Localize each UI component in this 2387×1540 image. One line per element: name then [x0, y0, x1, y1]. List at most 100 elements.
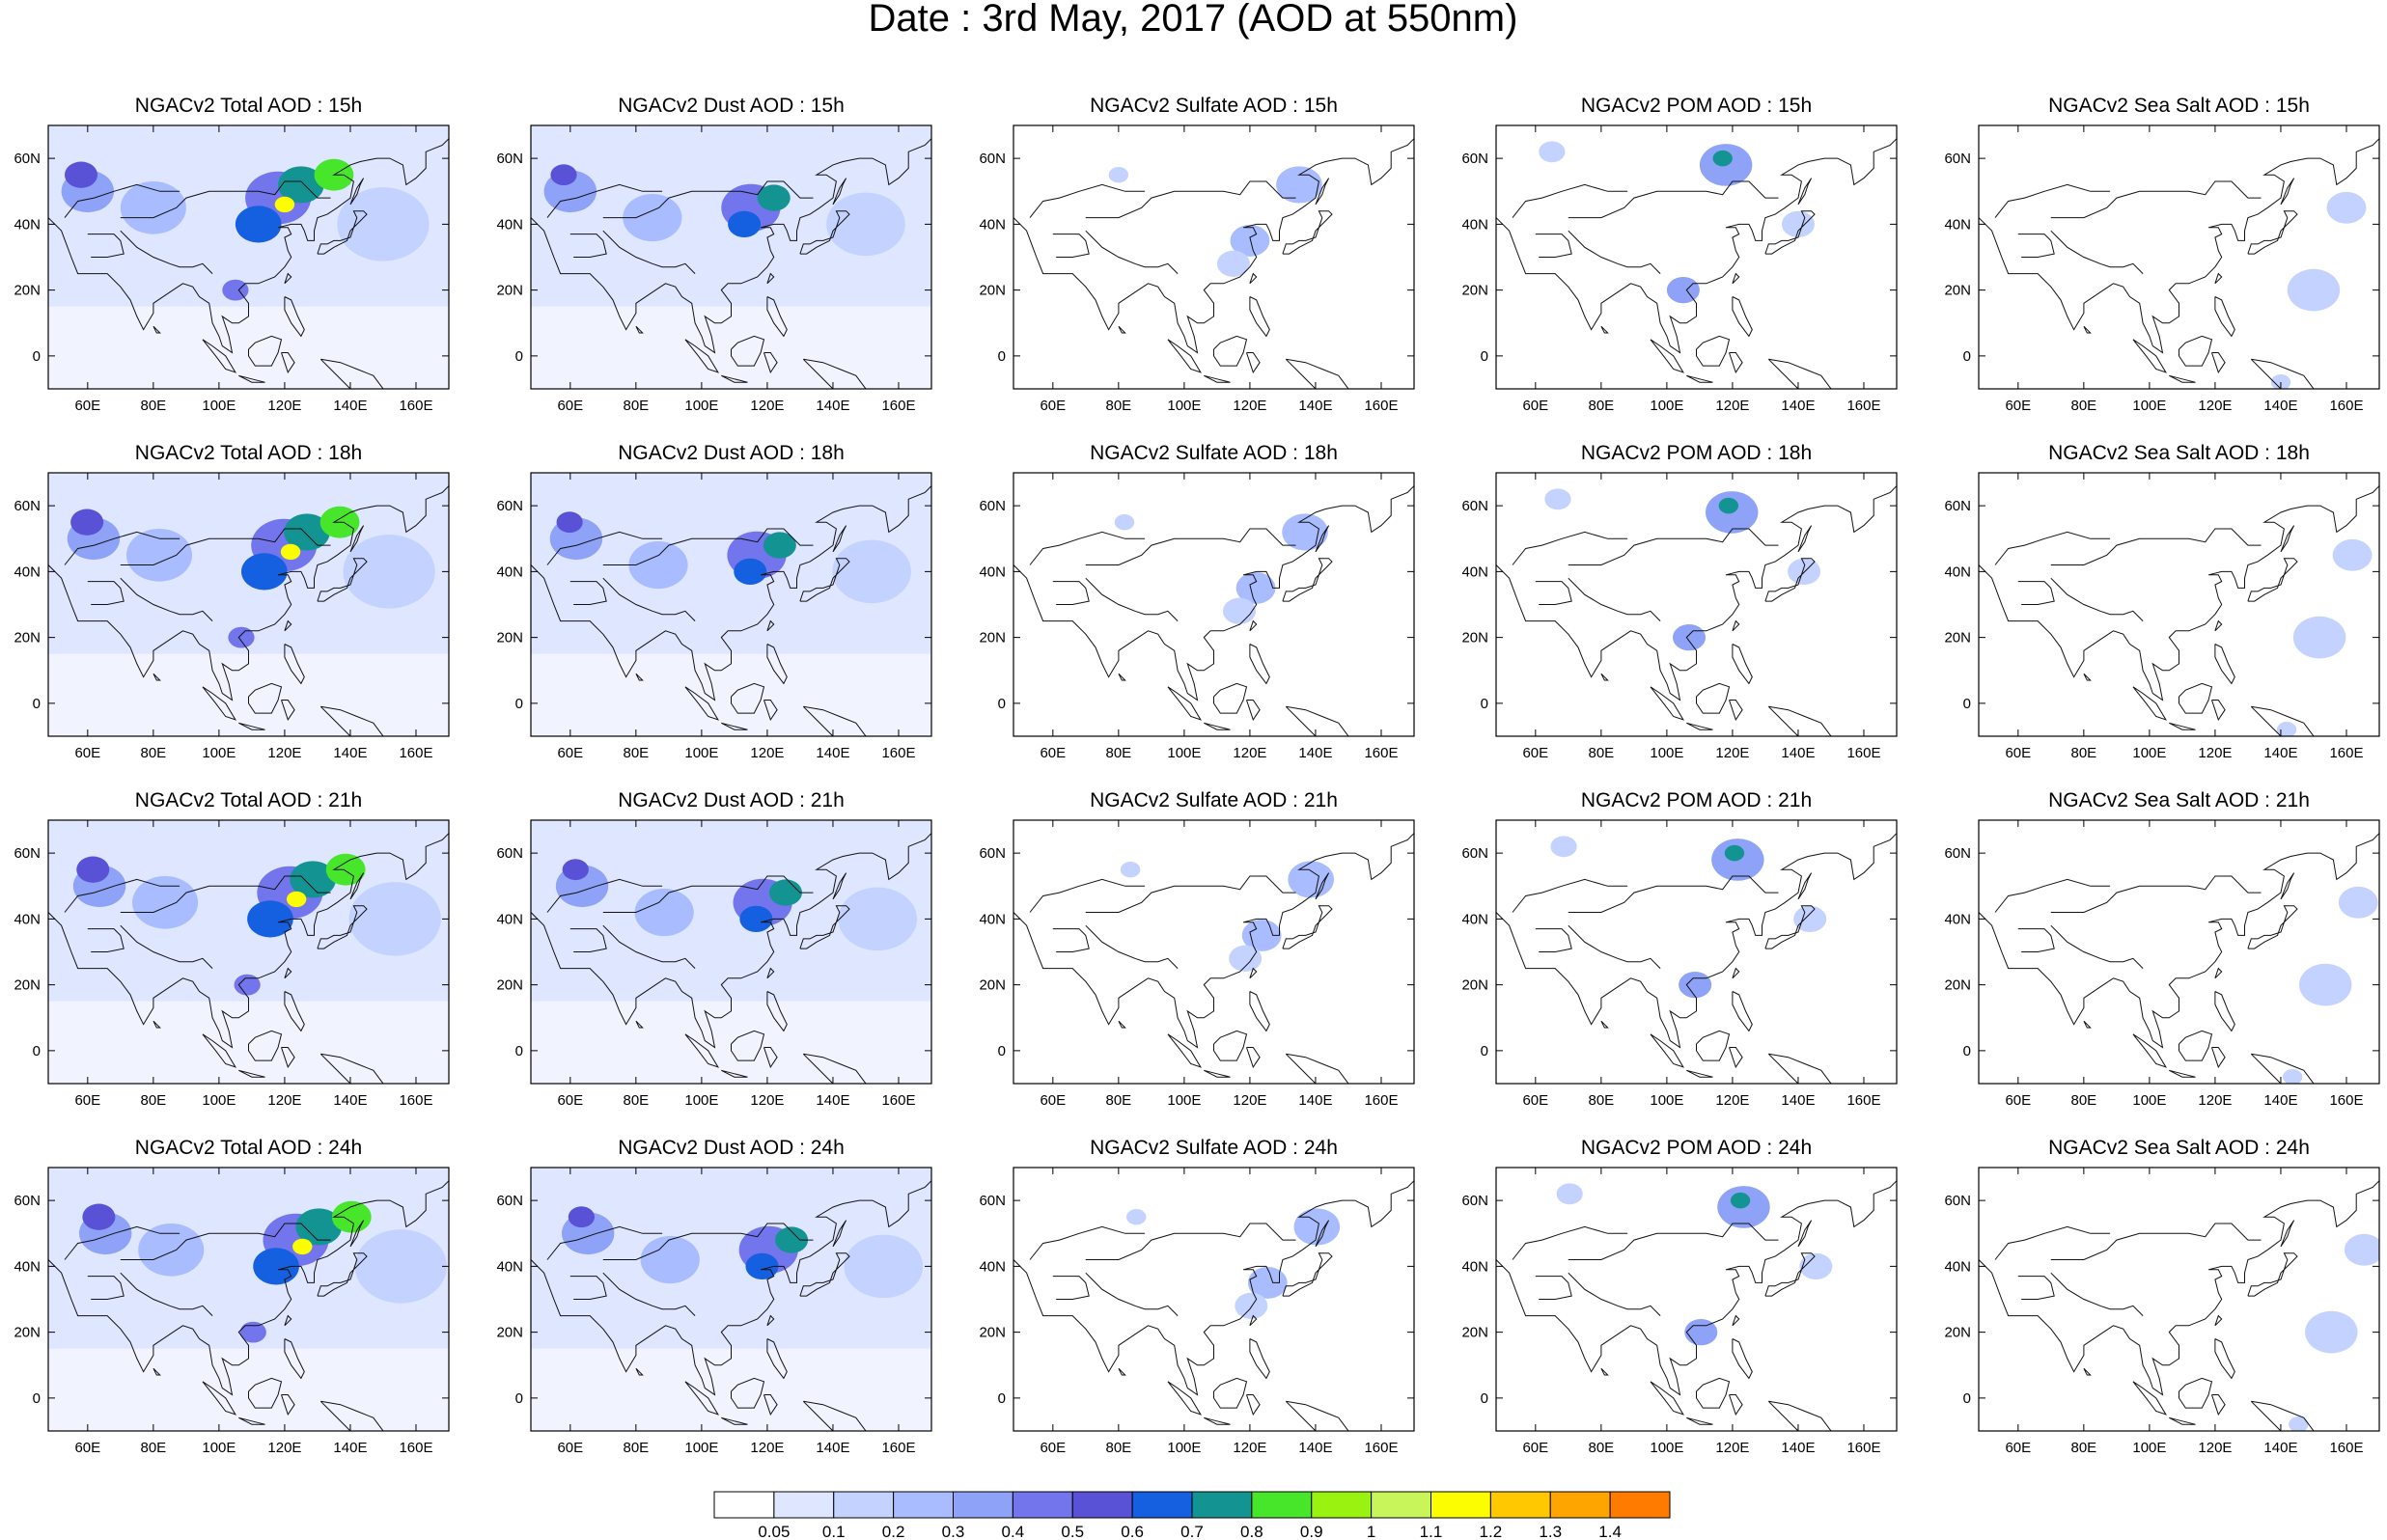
panel-frame: [47, 472, 450, 737]
coastline: [48, 138, 449, 354]
lat-tick-label: 0: [998, 696, 1006, 712]
aod-plume: [728, 210, 762, 238]
lat-tick-label: 60N: [14, 1193, 41, 1209]
coastline: [1085, 924, 1179, 969]
coastline: [1535, 581, 1572, 605]
lon-tick-label: 60E: [2005, 745, 2031, 761]
coastline: [763, 1394, 778, 1416]
lon-tick-label: 140E: [2263, 1092, 2297, 1109]
coastline: [1029, 531, 1146, 565]
lat-tick-label: 0: [1481, 1390, 1488, 1407]
coastline: [349, 178, 365, 206]
lat-tick-label: 40N: [979, 1258, 1006, 1275]
coastline: [1696, 335, 1731, 367]
coastline: [731, 682, 765, 714]
lon-tick-label: 100E: [684, 745, 718, 761]
coastline: [2250, 1053, 2315, 1084]
coastline: [2214, 272, 2223, 285]
coastline: [546, 878, 663, 913]
aod-plume: [1223, 597, 1257, 624]
colorbar-label: 0.3: [942, 1523, 965, 1540]
colorbar-label: 0.8: [1240, 1523, 1263, 1540]
lon-tick-label: 60E: [1522, 1092, 1548, 1109]
aod-plume: [337, 187, 430, 261]
lat-tick-label: 40N: [1944, 216, 1971, 233]
coastline: [1085, 875, 1296, 913]
aod-plume: [222, 279, 249, 301]
coastline: [602, 875, 814, 913]
coastline: [349, 872, 365, 900]
aod-plume: [1550, 836, 1577, 858]
colorbar-box: [1311, 1491, 1373, 1519]
coastline: [1118, 1367, 1126, 1376]
aod-plume: [734, 558, 767, 586]
aod-plume: [1120, 861, 1141, 878]
panel-frame: [1495, 1167, 1898, 1432]
panel-title: NGACv2 POM AOD : 15h: [1581, 95, 1812, 117]
lon-tick-label: 100E: [684, 1440, 718, 1456]
lat-tick-label: 0: [998, 348, 1006, 365]
coastline: [602, 1223, 814, 1260]
coastline: [1167, 686, 1203, 721]
aod-plume: [763, 532, 796, 559]
coastline: [1767, 1053, 1832, 1084]
coastline: [1496, 833, 1897, 1049]
panel-title: NGACv2 Total AOD : 18h: [135, 442, 362, 464]
coastline: [1213, 1377, 1248, 1409]
coastline: [2280, 1220, 2295, 1248]
coastline: [1732, 991, 1753, 1032]
coastline: [153, 673, 161, 681]
coastline: [1013, 138, 1414, 354]
lon-tick-label: 160E: [2329, 1440, 2363, 1456]
lon-tick-label: 140E: [1781, 398, 1815, 414]
lon-tick-label: 120E: [2198, 745, 2232, 761]
map-panel: NGACv2 Sea Salt AOD : 15h 60E 80E 100E 120E 1…: [1944, 95, 2380, 414]
lat-tick-label: 0: [33, 1043, 41, 1059]
aod-plume: [2326, 191, 2367, 224]
lat-tick-label: 40N: [14, 911, 41, 927]
panel-title: NGACv2 Sea Salt AOD : 21h: [2048, 789, 2310, 811]
coastline: [317, 905, 368, 949]
aod-plume: [343, 535, 435, 609]
map-panel: NGACv2 Total AOD : 24h 60E 80E 100E 120E 140E…: [14, 1137, 450, 1456]
lat-tick-label: 40N: [1461, 1258, 1488, 1275]
aod-plume: [1799, 1252, 1833, 1280]
coastline: [1315, 178, 1330, 206]
coastline: [569, 581, 607, 605]
aod-field: [1013, 125, 1414, 389]
coastline: [1732, 967, 1740, 979]
colorbar-label: 0.4: [1002, 1523, 1025, 1540]
aod-plume: [832, 539, 911, 604]
colorbar-label: 0.5: [1061, 1523, 1084, 1540]
coastline: [1729, 1047, 1743, 1069]
coastline: [1764, 558, 1816, 602]
panel-title: NGACv2 Sulfate AOD : 18h: [1090, 442, 1338, 464]
panel-frame: [1978, 819, 2380, 1085]
lon-tick-label: 120E: [267, 1440, 301, 1456]
lon-tick-label: 140E: [2263, 1440, 2297, 1456]
map-panel: NGACv2 POM AOD : 21h 60E 80E 100E 120E 140E 16…: [1461, 789, 1898, 1109]
aod-plume: [2292, 616, 2346, 659]
lat-tick-label: 40N: [979, 216, 1006, 233]
coastline: [1732, 1338, 1753, 1380]
coastline: [1512, 183, 1628, 218]
coastline: [1167, 1381, 1203, 1416]
colorbar-box: [1251, 1491, 1313, 1519]
coastline: [284, 619, 292, 632]
aod-plume: [623, 193, 682, 242]
aod-clean-zone: [48, 653, 449, 736]
panel-title: NGACv2 Sulfate AOD : 24h: [1090, 1137, 1338, 1159]
aod-plume: [1235, 572, 1276, 604]
coastline: [1118, 325, 1126, 334]
lat-tick-label: 0: [515, 696, 523, 712]
coastline: [2169, 1069, 2196, 1078]
lat-tick-label: 40N: [1944, 1258, 1971, 1275]
lat-tick-label: 40N: [1461, 911, 1488, 927]
aod-plume: [325, 853, 366, 886]
coastline: [1686, 1416, 1713, 1425]
coastline: [153, 1020, 161, 1029]
coastline: [1568, 230, 1661, 274]
coastline: [1118, 673, 1126, 681]
lat-tick-label: 0: [1481, 696, 1488, 712]
lat-tick-label: 60N: [14, 845, 41, 862]
